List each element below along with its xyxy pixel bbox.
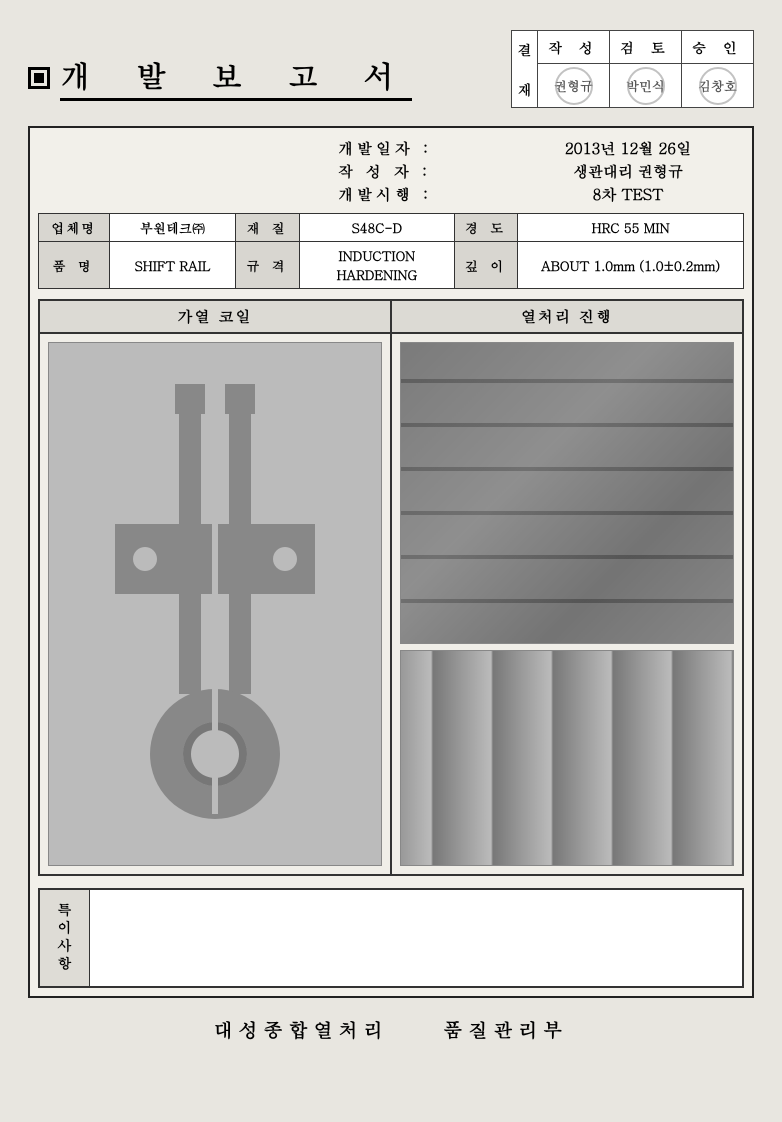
image-col-left: 가열 코일 [40, 301, 392, 874]
notes-box: 특이사항 [38, 888, 744, 988]
image-header-process: 열처리 진행 [392, 301, 742, 334]
notes-content [90, 890, 742, 986]
info-product-label: 품 명 [39, 242, 110, 289]
meta-author-label: 작 성 자 : [338, 161, 468, 182]
image-header-coil: 가열 코일 [40, 301, 390, 334]
meta-date-label: 개발일자 : [338, 138, 468, 159]
info-hardness-label: 경 도 [454, 214, 517, 242]
meta-test-value: 8차 TEST [518, 184, 738, 205]
footer-dept: 품질관리부 [443, 1016, 568, 1043]
table-row: 업체명 부원테크㈜ 재 질 S48C-D 경 도 HRC 55 MIN [39, 214, 744, 242]
info-material-value: S48C-D [299, 214, 454, 242]
notes-label: 특이사항 [40, 890, 90, 986]
info-depth-label: 깊 이 [454, 242, 517, 289]
signature-author: 권형규 [538, 64, 610, 108]
meta-test-label: 개발시행 : [338, 184, 468, 205]
main-frame: 개발일자 : 2013년 12월 26일 작 성 자 : 생관대리 권형규 개발… [28, 126, 754, 998]
signature-review: 박민식 [610, 64, 682, 108]
bullet-square-icon [28, 67, 50, 89]
footer: 대성종합열처리 품질관리부 [28, 1016, 754, 1043]
photo-coil [48, 342, 382, 866]
table-row: 품 명 SHIFT RAIL 규 격 INDUCTION HARDENING 깊… [39, 242, 744, 289]
approval-side-label: 결 재 [512, 31, 538, 108]
info-company-value: 부원테크㈜ [109, 214, 236, 242]
approval-col-review: 검 토 [610, 31, 682, 64]
approval-table: 결 재 작 성 검 토 승 인 권형규 박민식 김창호 [511, 30, 754, 108]
approval-col-approve: 승 인 [682, 31, 754, 64]
meta-date-value: 2013년 12월 26일 [518, 138, 738, 159]
footer-company: 대성종합열처리 [214, 1016, 389, 1043]
signature-approve: 김창호 [682, 64, 754, 108]
approval-side-bot: 재 [516, 79, 533, 99]
photo-process-bottom [400, 650, 734, 866]
header-row: 개 발 보 고 서 결 재 작 성 검 토 승 인 권형규 박민식 김창호 [28, 30, 754, 108]
info-company-label: 업체명 [39, 214, 110, 242]
info-product-value: SHIFT RAIL [109, 242, 236, 289]
meta-author-value: 생관대리 권형규 [518, 161, 738, 182]
photo-process-top [400, 342, 734, 644]
info-material-label: 재 질 [236, 214, 299, 242]
info-hardness-value: HRC 55 MIN [518, 214, 744, 242]
meta-block: 개발일자 : 2013년 12월 26일 작 성 자 : 생관대리 권형규 개발… [38, 138, 738, 205]
info-spec-label: 규 격 [236, 242, 299, 289]
document-title: 개 발 보 고 서 [60, 54, 412, 101]
image-body-process [392, 334, 742, 874]
approval-col-author: 작 성 [538, 31, 610, 64]
info-spec-value: INDUCTION HARDENING [299, 242, 454, 289]
image-section: 가열 코일 열처리 진행 [38, 299, 744, 876]
title-block: 개 발 보 고 서 [28, 30, 412, 101]
approval-side-top: 결 [516, 39, 533, 59]
info-table: 업체명 부원테크㈜ 재 질 S48C-D 경 도 HRC 55 MIN 품 명 … [38, 213, 744, 289]
image-col-right: 열처리 진행 [392, 301, 742, 874]
image-body-coil [40, 334, 390, 874]
info-depth-value: ABOUT 1.0mm (1.0±0.2mm) [518, 242, 744, 289]
